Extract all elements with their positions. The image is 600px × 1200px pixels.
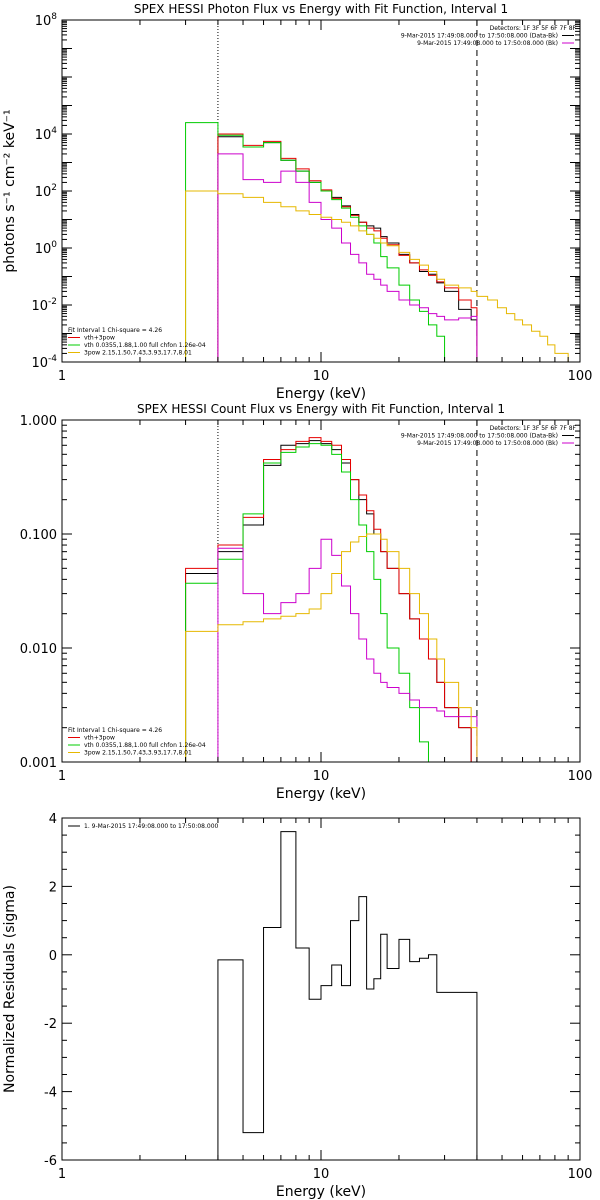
legend-entry-label: vth 0.0355,1.88,1.00 full chfon 1.26e-04 bbox=[84, 342, 206, 349]
legend-header: Fit Interval 1 Chi-square = 4.26 bbox=[68, 327, 162, 334]
series-group bbox=[217, 831, 478, 1160]
series-yellow-line bbox=[185, 190, 569, 362]
x-tick-label: 1 bbox=[58, 1167, 66, 1182]
y-tick-label: 0 bbox=[49, 949, 57, 964]
series-red-line bbox=[185, 437, 478, 762]
y-tick-label: 100 bbox=[35, 240, 58, 257]
series-magenta-line bbox=[217, 538, 478, 762]
legend-bottom: Fit Interval 1 Chi-square = 4.26vth+3pow… bbox=[68, 727, 206, 757]
legend-top: Detectors: 1F 3F 5F 6F 7F 8F9-Mar-2015 1… bbox=[401, 25, 577, 47]
legend-entry-label: vth+3pow bbox=[84, 335, 115, 342]
x-tick-label: 1 bbox=[58, 769, 66, 784]
legend-entry-label: 9-Mar-2015 17:49:08.000 to 17:50:08.000 … bbox=[401, 433, 558, 440]
series-red-line bbox=[217, 133, 478, 362]
legend-entry-label: vth+3pow bbox=[84, 735, 115, 742]
x-tick-label: 100 bbox=[568, 769, 593, 784]
x-tick-label: 10 bbox=[313, 1167, 330, 1182]
legend-top: Detectors: 1F 3F 5F 6F 7F 8F9-Mar-2015 1… bbox=[401, 425, 577, 447]
chart-title: SPEX HESSI Photon Flux vs Energy with Fi… bbox=[134, 2, 508, 16]
x-tick-label: 1 bbox=[58, 369, 66, 384]
legend-entry-label: 9-Mar-2015 17:49:08.000 to 17:50:08.000 … bbox=[401, 33, 558, 40]
y-tick-label: -4 bbox=[44, 1086, 57, 1101]
y-tick-label: 104 bbox=[35, 126, 58, 143]
panel-residuals: 1 10 100 Energy (keV) -6 -4 -2 0 2 4 Normalized Re… bbox=[2, 812, 592, 1200]
y-tick-label: 2 bbox=[49, 880, 57, 895]
legend-entry-label: vth 0.0355,1.88,1.00 full chfon 1.26e-04 bbox=[84, 742, 206, 749]
y-tick-label: 1.000 bbox=[20, 414, 57, 429]
x-tick-label: 10 bbox=[313, 369, 330, 384]
legend-entry-label: 3pow 2.15,1.50,7.43,3.93,17.7,8.01 bbox=[84, 750, 192, 757]
y-tick-label: -2 bbox=[44, 1017, 57, 1032]
series-yellow-line bbox=[185, 533, 478, 762]
y-tick-label: 10-2 bbox=[31, 297, 57, 314]
series-black-line bbox=[185, 440, 478, 762]
legend-bottom: Fit Interval 1 Chi-square = 4.26vth+3pow… bbox=[68, 327, 206, 357]
y-tick-label: 102 bbox=[35, 183, 57, 200]
y-tick-label: 0.100 bbox=[20, 528, 57, 543]
legend-header: Detectors: 1F 3F 5F 6F 7F 8F bbox=[490, 425, 577, 432]
x-tick-label: 100 bbox=[568, 369, 593, 384]
y-tick-label: 0.001 bbox=[20, 756, 57, 771]
series-black-line bbox=[217, 136, 478, 362]
panel-count: SPEX HESSI Count Flux vs Energy with Fit… bbox=[20, 402, 593, 802]
x-axis-label: Energy (keV) bbox=[276, 786, 366, 802]
series-group bbox=[185, 122, 569, 362]
panel-photon: SPEX HESSI Photon Flux vs Energy with Fi… bbox=[2, 2, 592, 402]
chart-title: SPEX HESSI Count Flux vs Energy with Fit… bbox=[137, 402, 505, 416]
series-magenta-line bbox=[217, 153, 478, 362]
legend-entry-label: 9-Mar-2015 17:49:08.000 to 17:50:08.000 … bbox=[417, 40, 558, 47]
x-axis-label: Energy (keV) bbox=[276, 1184, 366, 1200]
legend-top: 1. 9-Mar-2015 17:49:08.000 to 17:50:08.0… bbox=[68, 823, 219, 830]
legend-entry-label: 3pow 2.15,1.50,7.43,3.93,17.7,8.01 bbox=[84, 350, 192, 357]
y-axis-label: Normalized Residuals (sigma) bbox=[2, 885, 18, 1093]
series-green-line bbox=[185, 122, 460, 362]
y-tick-label: -6 bbox=[44, 1154, 57, 1169]
x-tick-label: 100 bbox=[568, 1167, 593, 1182]
legend-header: Fit Interval 1 Chi-square = 4.26 bbox=[68, 727, 162, 734]
y-tick-label: 4 bbox=[49, 812, 57, 827]
series-green-line bbox=[185, 443, 429, 762]
y-tick-label: 0.010 bbox=[20, 642, 57, 657]
series-black-line bbox=[217, 831, 478, 1160]
legend-entry-label: 1. 9-Mar-2015 17:49:08.000 to 17:50:08.0… bbox=[84, 823, 219, 830]
y-tick-label: 10-4 bbox=[31, 354, 57, 371]
legend-header: Detectors: 1F 3F 5F 6F 7F 8F bbox=[490, 25, 577, 32]
y-tick-label: 108 bbox=[35, 12, 58, 29]
plot-frame bbox=[61, 419, 581, 763]
x-axis-label: Energy (keV) bbox=[276, 386, 366, 402]
series-group bbox=[185, 437, 478, 762]
y-axis-label: photons s⁻¹ cm⁻² keV⁻¹ bbox=[2, 109, 18, 272]
x-tick-label: 10 bbox=[313, 769, 330, 784]
legend-entry-label: 9-Mar-2015 17:49:08.000 to 17:50:08.000 … bbox=[417, 440, 558, 447]
